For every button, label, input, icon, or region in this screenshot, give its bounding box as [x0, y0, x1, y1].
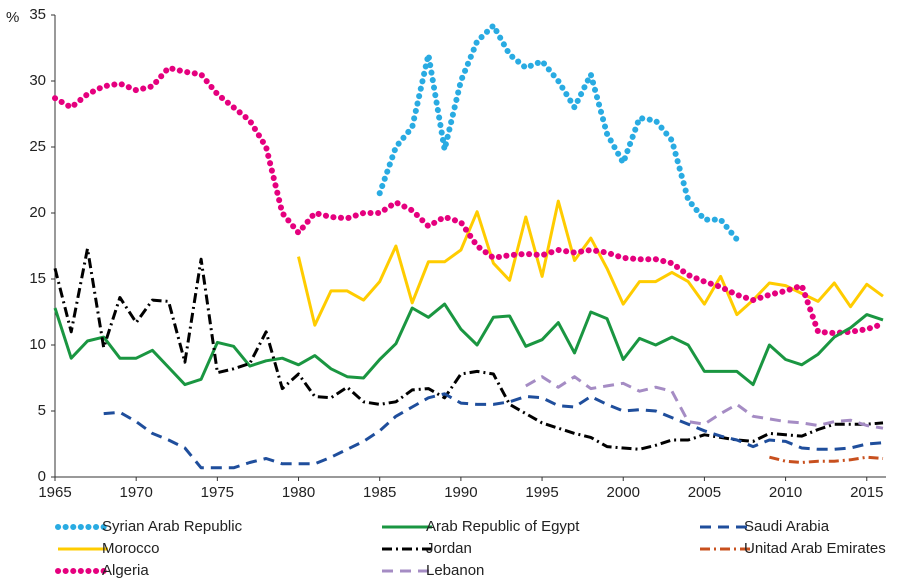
x-tick-label: 1975 — [201, 484, 234, 501]
series-line — [103, 392, 884, 470]
x-tick-label: 1985 — [363, 484, 396, 501]
y-tick-label: 25 — [29, 138, 46, 155]
y-tick-label: 20 — [29, 204, 46, 221]
y-unit: % — [6, 9, 19, 26]
series-line — [53, 247, 884, 451]
legend-label: Morocco — [102, 540, 160, 557]
x-tick-label: 1965 — [38, 484, 71, 501]
y-tick-label: 35 — [29, 6, 46, 23]
y-tick-label: 0 — [38, 468, 46, 485]
legend-label: Unitad Arab Emirates — [744, 540, 886, 557]
y-tick-label: 5 — [38, 402, 46, 419]
series-line — [52, 64, 886, 337]
x-tick-label: 1980 — [282, 484, 315, 501]
y-tick-label: 10 — [29, 336, 46, 353]
legend-label: Lebanon — [426, 562, 484, 579]
x-tick-label: 1970 — [119, 484, 152, 501]
legend-label: Algeria — [102, 562, 149, 579]
x-tick-label: 2015 — [850, 484, 883, 501]
series-line — [297, 199, 884, 327]
legend-label: Saudi Arabia — [744, 518, 830, 535]
x-tick-label: 2010 — [769, 484, 802, 501]
series-line — [376, 22, 740, 243]
series-line — [769, 455, 884, 464]
x-tick-label: 1990 — [444, 484, 477, 501]
legend-label: Syrian Arab Republic — [102, 518, 243, 535]
x-tick-label: 2000 — [607, 484, 640, 501]
series-line — [525, 375, 884, 430]
legend-label: Jordan — [426, 540, 472, 557]
y-tick-label: 30 — [29, 72, 46, 89]
legend-label: Arab Republic of Egypt — [426, 518, 580, 535]
y-tick-label: 15 — [29, 270, 46, 287]
x-tick-label: 2005 — [688, 484, 721, 501]
series-line — [53, 302, 884, 387]
x-tick-label: 1995 — [525, 484, 558, 501]
